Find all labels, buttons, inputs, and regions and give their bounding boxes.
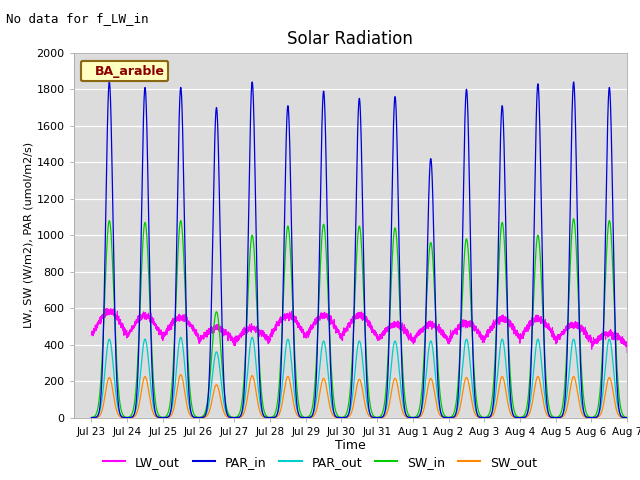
Legend: BA_arable: BA_arable <box>81 61 168 82</box>
Y-axis label: LW, SW (W/m2), PAR (umol/m2/s): LW, SW (W/m2), PAR (umol/m2/s) <box>24 142 34 328</box>
Legend: LW_out, PAR_in, PAR_out, SW_in, SW_out: LW_out, PAR_in, PAR_out, SW_in, SW_out <box>98 451 542 474</box>
Title: Solar Radiation: Solar Radiation <box>287 30 413 48</box>
Text: No data for f_LW_in: No data for f_LW_in <box>6 12 149 25</box>
X-axis label: Time: Time <box>335 439 366 453</box>
